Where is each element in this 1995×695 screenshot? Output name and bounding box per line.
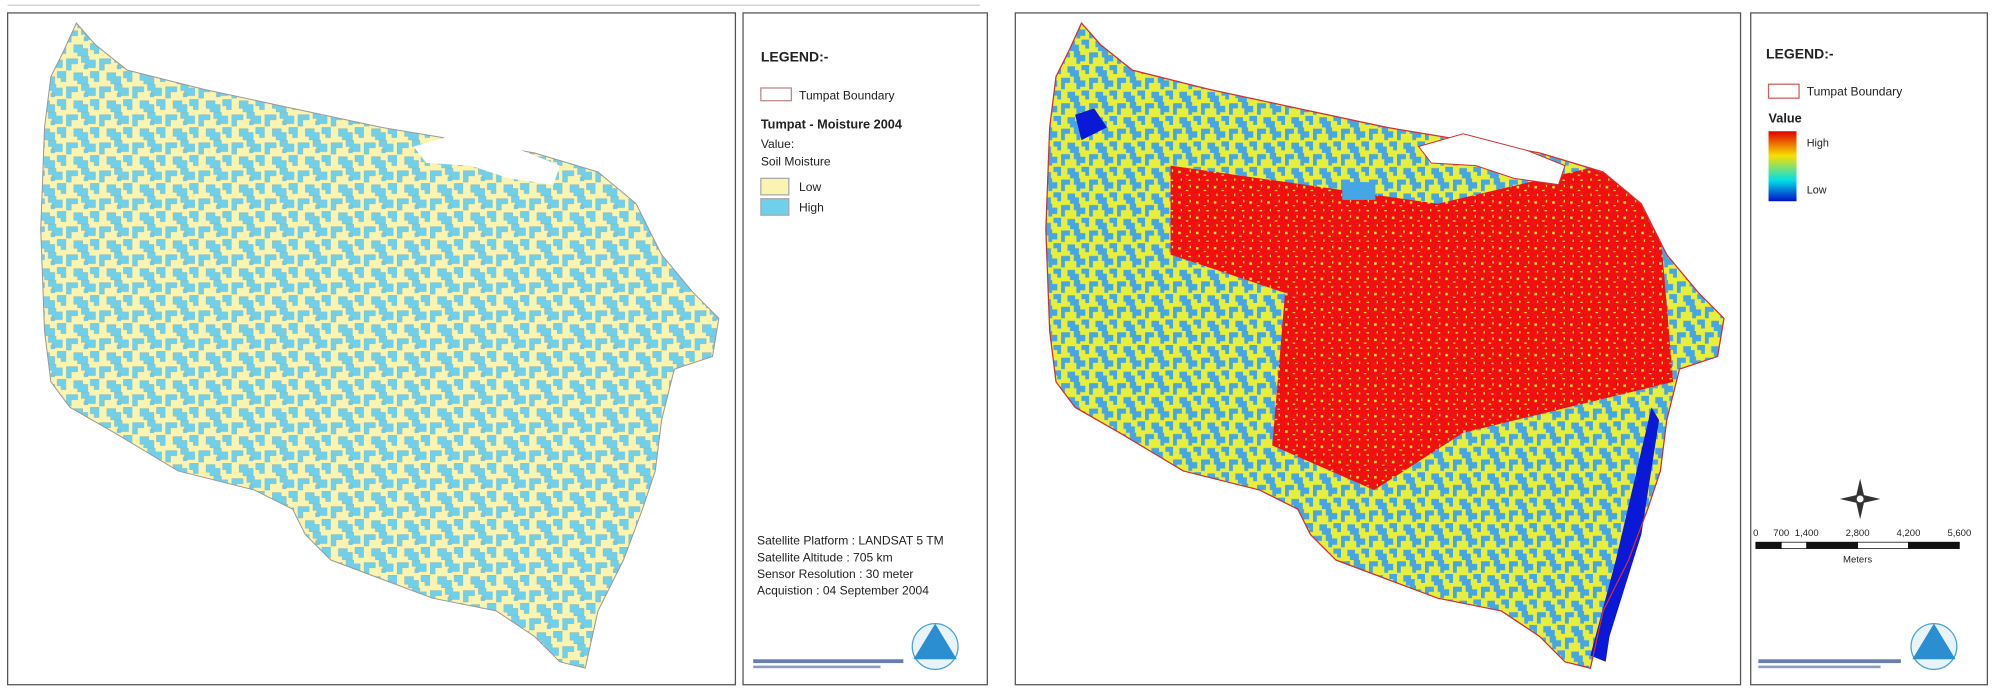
legend-frame bbox=[742, 12, 988, 686]
legend-title: LEGEND:- bbox=[1766, 46, 1834, 62]
metadata-line: Satellite Platform : LANDSAT 5 TM bbox=[757, 534, 944, 548]
logo bbox=[1758, 623, 1958, 671]
legend-label: High bbox=[799, 200, 824, 214]
scale-label: 4,200 bbox=[1897, 528, 1921, 539]
water bbox=[1342, 182, 1376, 200]
high-zone bbox=[1170, 152, 1674, 491]
water bbox=[1075, 108, 1107, 141]
legend-label: Soil Moisture bbox=[761, 155, 831, 169]
logo bbox=[753, 623, 959, 671]
metadata-line: Acquistion : 04 September 2004 bbox=[757, 583, 929, 597]
north-arrow bbox=[1839, 478, 1881, 520]
scale-segment bbox=[1908, 541, 1960, 549]
legend-label: Tumpat Boundary bbox=[799, 88, 896, 102]
metadata-line: Satellite Altitude : 705 km bbox=[757, 550, 893, 564]
legend-label: Value: bbox=[761, 137, 794, 151]
legend-label: Tumpat Boundary bbox=[1807, 85, 1904, 99]
legend-label: Low bbox=[1807, 185, 1827, 197]
scale-bar: 0 700 1,400 2,800 4,200 5,600 Meters bbox=[1753, 528, 1971, 566]
boundary-swatch bbox=[760, 87, 793, 102]
coast-water bbox=[1590, 407, 1660, 662]
value-title: Value bbox=[1769, 110, 1802, 125]
lagoon bbox=[1417, 133, 1566, 186]
metadata: Satellite Platform : LANDSAT 5 TM Satelli… bbox=[757, 534, 944, 598]
scale-segment bbox=[1806, 541, 1858, 549]
boundary-swatch bbox=[1767, 83, 1800, 99]
legend-label: Low bbox=[799, 180, 821, 194]
scale-label: 5,600 bbox=[1947, 528, 1971, 539]
scale-unit: Meters bbox=[1843, 555, 1872, 566]
scale-label: 0 bbox=[1753, 528, 1758, 539]
high-swatch bbox=[760, 198, 790, 216]
scale-segment bbox=[1780, 541, 1808, 549]
lagoon bbox=[413, 133, 560, 185]
scale-segment bbox=[1755, 541, 1782, 549]
legend-label: High bbox=[1807, 138, 1829, 150]
legend-title: LEGEND:- bbox=[761, 48, 829, 64]
scale-segment bbox=[1857, 541, 1909, 549]
legend-frame bbox=[1750, 12, 1989, 686]
scale-label: 2,800 bbox=[1846, 528, 1870, 539]
low-swatch bbox=[760, 177, 790, 196]
layer-title: Tumpat - Moisture 2004 bbox=[761, 117, 902, 132]
scale-label: 1,400 bbox=[1795, 528, 1819, 539]
metadata-line: Sensor Resolution : 30 meter bbox=[757, 567, 913, 581]
color-ramp bbox=[1768, 131, 1797, 202]
scale-label: 700 bbox=[1773, 528, 1789, 539]
